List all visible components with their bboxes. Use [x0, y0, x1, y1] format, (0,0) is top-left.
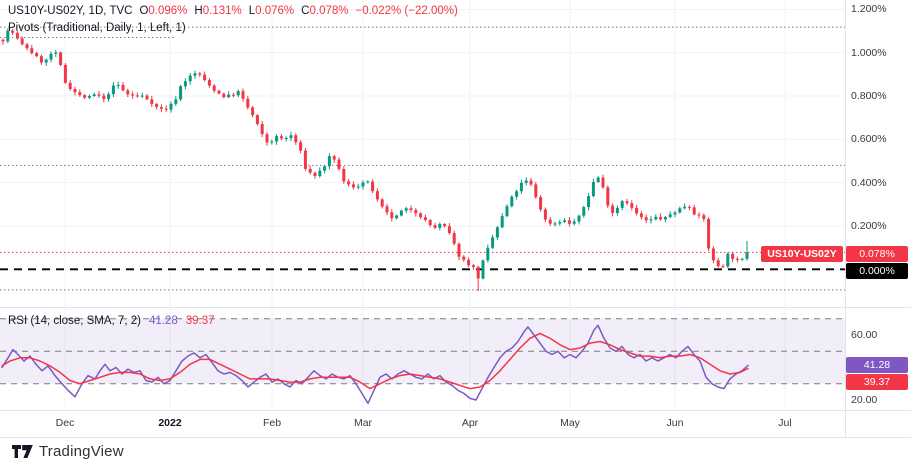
symbol-info-bar: US10Y-US02Y, 1D, TVC O0.096% H0.131% L0.076… — [8, 5, 458, 17]
symbol-title[interactable]: US10Y-US02Y, 1D, TVC — [8, 5, 133, 17]
time-tick-Jun: Jun — [666, 417, 684, 429]
close-value: 0.078% — [309, 5, 349, 17]
price-tick-0.400%: 0.400% — [851, 176, 887, 189]
time-tick-Apr: Apr — [461, 417, 479, 429]
rsi-value-badge: 41.28 — [846, 357, 908, 373]
price-tick-0.600%: 0.600% — [851, 133, 887, 146]
time-tick-May: May — [560, 417, 580, 429]
change-value: −0.022% (−22.00%) — [355, 5, 458, 17]
open-label: O — [139, 5, 149, 17]
price-tick-0.200%: 0.200% — [851, 219, 887, 232]
time-tick-2022: 2022 — [158, 417, 182, 429]
zero-level-badge: 0.000% — [846, 263, 908, 279]
price-tick-1.200%: 1.200% — [851, 3, 887, 16]
indicator-label-pivots[interactable]: Pivots (Traditional, Daily, 1, Left, 1) — [8, 22, 186, 34]
rsi-title[interactable]: RSI (14, close, SMA, 7, 2) — [8, 315, 141, 327]
rsi-value: 41.28 — [148, 315, 178, 327]
time-tick-Feb: Feb — [262, 417, 282, 429]
series-price-label: US10Y-US02Y — [761, 246, 843, 262]
close-label: C — [301, 5, 310, 17]
last-price-badge: 0.078% — [846, 246, 908, 262]
high-label: H — [194, 5, 203, 17]
low-label: L — [248, 5, 256, 17]
price-tick-1.000%: 1.000% — [851, 46, 887, 59]
time-tick-Dec: Dec — [55, 417, 75, 429]
rsi-sma-badge: 39.37 — [846, 374, 908, 390]
time-tick-Jul: Jul — [778, 417, 792, 429]
tradingview-watermark[interactable]: TradingView — [12, 443, 124, 460]
open-value: 0.096% — [148, 5, 188, 17]
indicator-label-rsi[interactable]: RSI (14, close, SMA, 7, 2) 41.28 39.37 — [8, 315, 215, 327]
tradingview-watermark-text: TradingView — [39, 443, 124, 460]
rsi-tick-60.00: 60.00 — [851, 329, 878, 341]
time-tick-Mar: Mar — [353, 417, 373, 429]
price-tick-0.800%: 0.800% — [851, 89, 887, 102]
high-value: 0.131% — [202, 5, 242, 17]
rsi-sma-value: 39.37 — [185, 315, 215, 327]
rsi-tick-20.00: 20.00 — [851, 394, 878, 406]
low-value: 0.076% — [255, 5, 295, 17]
tradingview-logo-icon — [12, 445, 33, 458]
